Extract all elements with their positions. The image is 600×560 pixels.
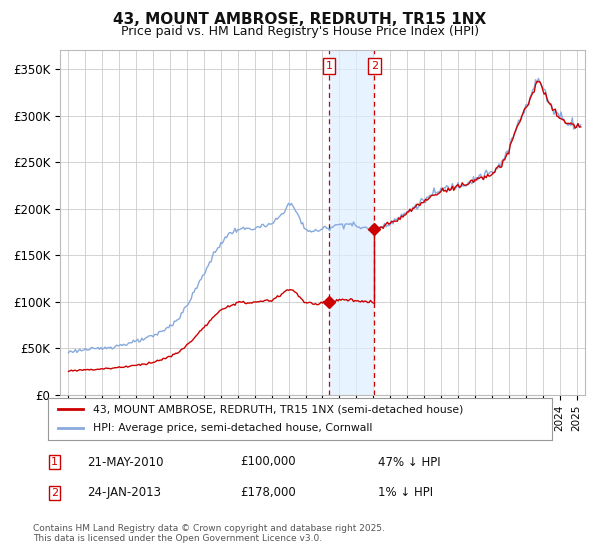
Text: £100,000: £100,000 — [240, 455, 296, 469]
Text: 2: 2 — [51, 488, 58, 498]
Text: 1: 1 — [325, 61, 332, 71]
Text: 43, MOUNT AMBROSE, REDRUTH, TR15 1NX: 43, MOUNT AMBROSE, REDRUTH, TR15 1NX — [113, 12, 487, 27]
Text: 47% ↓ HPI: 47% ↓ HPI — [378, 455, 440, 469]
Text: 1: 1 — [51, 457, 58, 467]
Text: Price paid vs. HM Land Registry's House Price Index (HPI): Price paid vs. HM Land Registry's House … — [121, 25, 479, 38]
Text: 43, MOUNT AMBROSE, REDRUTH, TR15 1NX (semi-detached house): 43, MOUNT AMBROSE, REDRUTH, TR15 1NX (se… — [94, 404, 464, 414]
Text: 24-JAN-2013: 24-JAN-2013 — [87, 486, 161, 500]
Text: 1% ↓ HPI: 1% ↓ HPI — [378, 486, 433, 500]
Text: £178,000: £178,000 — [240, 486, 296, 500]
Text: Contains HM Land Registry data © Crown copyright and database right 2025.
This d: Contains HM Land Registry data © Crown c… — [33, 524, 385, 543]
Text: 2: 2 — [371, 61, 378, 71]
Text: HPI: Average price, semi-detached house, Cornwall: HPI: Average price, semi-detached house,… — [94, 423, 373, 433]
Bar — [329, 50, 374, 395]
Text: 21-MAY-2010: 21-MAY-2010 — [87, 455, 163, 469]
